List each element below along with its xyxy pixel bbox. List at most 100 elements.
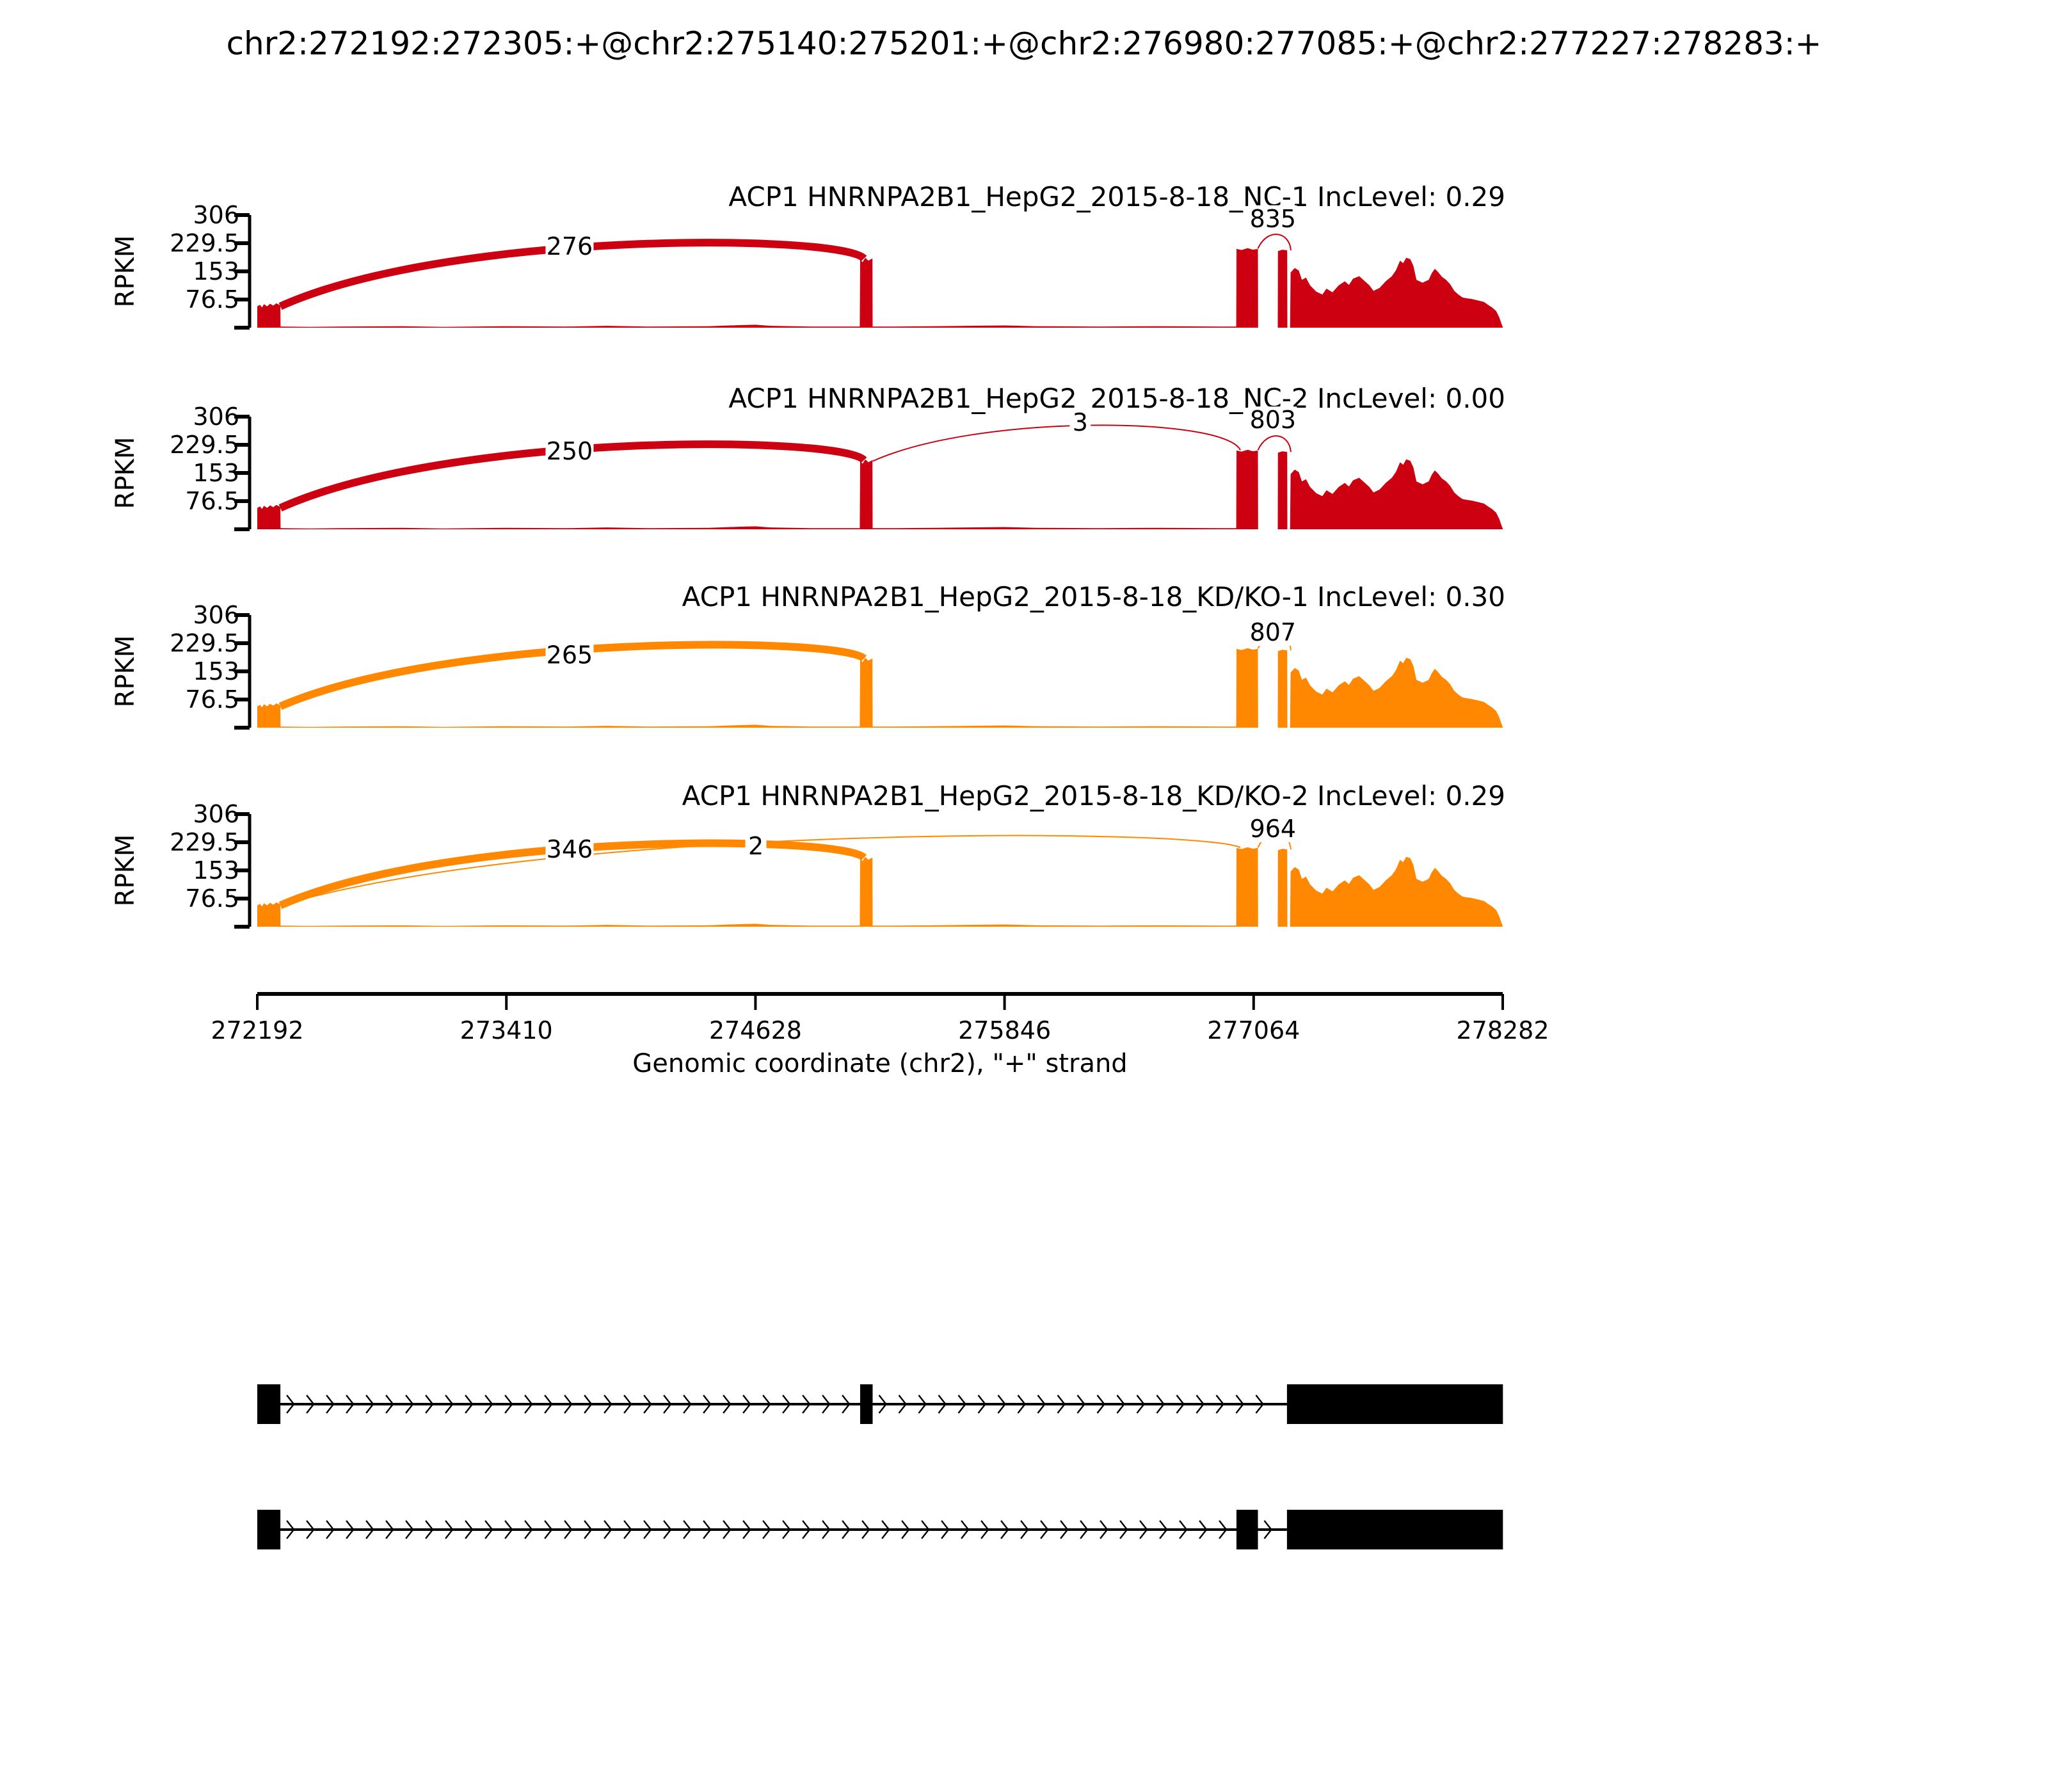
junction-count-label: 3 (1073, 408, 1088, 436)
y-tick-label: 153 (193, 856, 239, 884)
strand-arrow-icon (703, 1395, 712, 1414)
strand-arrow-icon (623, 1395, 632, 1414)
exon-rect (1236, 1510, 1258, 1549)
strand-arrow-icon (504, 1395, 513, 1414)
strand-arrow-icon (703, 1520, 712, 1539)
y-axis-label: RPKM (111, 236, 140, 308)
strand-arrow-icon (1176, 1395, 1185, 1414)
track-title: ACP1 HNRNPA2B1_HepG2_2015-8-18_NC-1 IncL… (728, 181, 1505, 212)
strand-arrow-icon (742, 1520, 751, 1539)
y-tick-label: 306 (193, 601, 239, 629)
strand-arrow-icon (762, 1395, 771, 1414)
x-tick-label: 275846 (958, 1016, 1051, 1044)
junction-count-label: 265 (547, 641, 593, 669)
strand-arrow-icon (346, 1395, 355, 1414)
junction-arc (278, 239, 867, 310)
strand-arrow-icon (286, 1395, 295, 1414)
strand-arrow-icon (762, 1520, 771, 1539)
y-tick-label: 153 (193, 257, 239, 285)
strand-arrow-icon (842, 1520, 851, 1539)
strand-arrow-icon (1057, 1395, 1066, 1414)
strand-arrow-icon (484, 1395, 493, 1414)
exon-rect (257, 1384, 281, 1424)
isoform-track (257, 1510, 1503, 1549)
strand-arrow-icon (1020, 1520, 1029, 1539)
junction-count-bg (545, 641, 594, 669)
y-tick-label: 229.5 (170, 828, 239, 856)
genomic-axis: 272192 273410 274628 275846 277064 278282 (211, 992, 1549, 1044)
strand-arrow-icon (1179, 1520, 1188, 1539)
track-title: ACP1 HNRNPA2B1_HepG2_2015-8-18_KD/KO-2 I… (682, 780, 1505, 812)
isoform-track (257, 1384, 1503, 1424)
strand-arrow-icon (405, 1520, 414, 1539)
strand-arrow-icon (604, 1395, 612, 1414)
strand-arrow-icon (544, 1520, 553, 1539)
strand-arrow-icon (938, 1395, 947, 1414)
strand-arrow-icon (842, 1395, 851, 1414)
strand-arrow-icon (1076, 1395, 1086, 1414)
strand-arrow-icon (1060, 1520, 1069, 1539)
strand-arrow-icon (643, 1520, 652, 1539)
strand-arrow-icon (683, 1520, 692, 1539)
y-tick-label: 76.5 (185, 685, 239, 714)
exon-rect (257, 1510, 281, 1549)
strand-arrow-icon (1119, 1520, 1128, 1539)
strand-arrow-icon (723, 1395, 732, 1414)
junction-count-bg (1249, 406, 1297, 434)
junction-count-label: 835 (1250, 205, 1297, 233)
y-tick-label: 153 (193, 657, 239, 685)
strand-arrow-icon (465, 1395, 474, 1414)
y-axis-label: RPKM (111, 437, 140, 509)
strand-arrow-icon (504, 1520, 513, 1539)
strand-arrow-icon (1040, 1520, 1049, 1539)
strand-arrow-icon (643, 1395, 652, 1414)
junction-count-bg (1249, 205, 1297, 232)
y-tick-label: 229.5 (170, 629, 239, 657)
strand-arrow-icon (306, 1395, 315, 1414)
strand-arrow-icon (878, 1395, 888, 1414)
strand-arrow-icon (385, 1395, 394, 1414)
strand-arrow-icon (683, 1395, 692, 1414)
strand-arrow-icon (1136, 1395, 1146, 1414)
strand-arrow-icon (604, 1520, 612, 1539)
x-tick-label: 273410 (460, 1016, 553, 1044)
isoform-diagrams (257, 1384, 1503, 1549)
strand-arrow-icon (484, 1520, 493, 1539)
strand-arrow-icon (445, 1395, 454, 1414)
junction-count-bg (1249, 619, 1297, 646)
exon-rect (1286, 1384, 1503, 1424)
strand-arrow-icon (861, 1520, 870, 1539)
coverage-area (257, 648, 1503, 728)
junction-count-label: 346 (547, 835, 593, 863)
strand-arrow-icon (663, 1520, 672, 1539)
strand-arrow-icon (921, 1520, 930, 1539)
junction-count-bg (545, 232, 594, 260)
x-tick-label: 278282 (1456, 1016, 1549, 1044)
strand-arrow-icon (1219, 1520, 1228, 1539)
strand-arrow-icon (980, 1520, 989, 1539)
strand-arrow-icon (1263, 1520, 1273, 1539)
strand-arrow-icon (663, 1395, 672, 1414)
strand-arrow-icon (901, 1520, 910, 1539)
strand-arrow-icon (742, 1395, 751, 1414)
strand-arrow-icon (961, 1520, 970, 1539)
strand-arrow-icon (326, 1395, 335, 1414)
x-tick-label: 277064 (1207, 1016, 1300, 1044)
strand-arrow-icon (997, 1395, 1007, 1414)
junction-count-label: 250 (547, 437, 593, 465)
strand-arrow-icon (524, 1395, 533, 1414)
strand-arrow-icon (544, 1395, 553, 1414)
junction-count-bg (545, 836, 594, 863)
y-tick-label: 76.5 (185, 285, 239, 314)
strand-arrow-icon (1196, 1395, 1205, 1414)
strand-arrow-icon (822, 1395, 831, 1414)
strand-arrow-icon (1255, 1395, 1265, 1414)
strand-arrow-icon (1000, 1520, 1009, 1539)
y-tick-label: 306 (193, 403, 239, 431)
junction-count-label: 803 (1250, 406, 1297, 434)
strand-arrow-icon (1096, 1395, 1106, 1414)
